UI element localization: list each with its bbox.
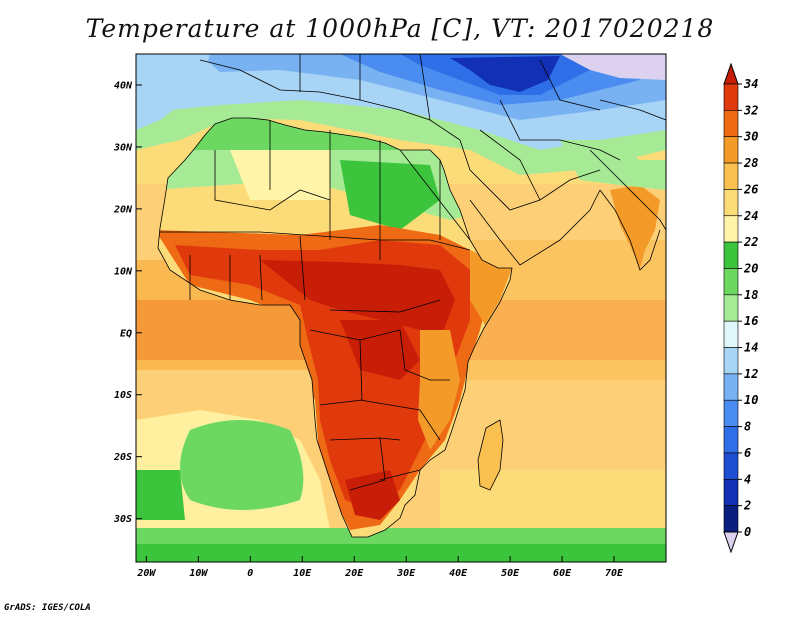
colorbar-bottom-triangle: [723, 531, 739, 554]
temperature-field: [136, 54, 666, 562]
colorbar-top-triangle: [723, 62, 739, 85]
colorbar-label: 4: [744, 472, 751, 486]
country-boundaries: [157, 53, 667, 538]
colorbar-box: [723, 294, 739, 322]
lat-tick-label: 30N: [113, 142, 133, 153]
latitude-axis: 40N 30N 20N 10N EQ 10S 20S 30S: [113, 80, 142, 525]
colorbar-label: 8: [744, 420, 751, 434]
colorbar-label: 16: [744, 314, 758, 328]
lon-tick-label: 40E: [449, 568, 468, 579]
colorbar-box: [723, 505, 739, 533]
colorbar-box: [723, 83, 739, 111]
lat-tick-label: EQ: [120, 328, 132, 339]
lon-tick-label: 10W: [189, 568, 208, 579]
colorbar-label: 12: [744, 367, 758, 381]
colorbar-box: [723, 399, 739, 427]
madagascar-landmass: [477, 419, 504, 491]
colorbar-label: 20: [743, 261, 758, 275]
lat-tick-label: 20S: [113, 452, 132, 463]
colorbar-box: [723, 215, 739, 243]
lat-tick-label: 10S: [114, 390, 132, 401]
map-title: Temperature at 1000hPa [C], VT: 20170202…: [85, 14, 715, 43]
lat-tick-label: 20N: [113, 204, 133, 215]
longitude-axis: 20W 10W 0 10E 20E 30E 40E 50E 60E 70E: [136, 556, 624, 579]
colorbar-label: 10: [744, 393, 758, 407]
colorbar-label: 24: [743, 209, 758, 223]
colorbar-box: [723, 241, 739, 269]
colorbar-box: [723, 347, 739, 375]
lat-tick-label: 30S: [113, 514, 132, 525]
lon-tick-label: 30E: [396, 568, 416, 579]
colorbar-label: 2: [743, 499, 751, 513]
colorbar-box: [723, 320, 739, 348]
lon-tick-label: 10E: [293, 568, 312, 579]
colorbar-label: 18: [744, 288, 758, 302]
lon-tick-label: 20W: [136, 568, 156, 579]
colorbar-box: [723, 136, 739, 164]
colorbar-box: [723, 110, 739, 138]
colorbar-label: 28: [743, 156, 758, 170]
colorbar-label: 34: [743, 77, 758, 91]
colorbar-box: [723, 162, 739, 190]
footer-credit: GrADS: IGES/COLA: [4, 603, 91, 613]
colorbar-box: [723, 478, 739, 506]
colorbar-label: 14: [744, 341, 758, 355]
lon-tick-label: 70E: [605, 568, 624, 579]
lon-tick-label: 50E: [501, 568, 520, 579]
colorbar-box: [723, 452, 739, 480]
colorbar-label: 32: [743, 103, 758, 117]
colorbar-box: [723, 189, 739, 217]
colorbar-label: 0: [744, 525, 751, 539]
lon-tick-label: 20E: [344, 568, 364, 579]
colorbar-box: [723, 426, 739, 454]
lon-tick-label: 60E: [553, 568, 572, 579]
plot-frame: [135, 53, 667, 563]
lat-tick-label: 10N: [114, 266, 133, 277]
lat-tick-label: 40N: [114, 80, 133, 91]
colorbar-box: [723, 373, 739, 401]
colorbar-label: 30: [743, 130, 758, 144]
lon-tick-label: 0: [247, 568, 253, 579]
colorbar-label: 22: [743, 235, 758, 249]
colorbar-label: 6: [744, 446, 751, 460]
colorbar-label: 26: [743, 182, 758, 196]
colorbar-box: [723, 268, 739, 296]
